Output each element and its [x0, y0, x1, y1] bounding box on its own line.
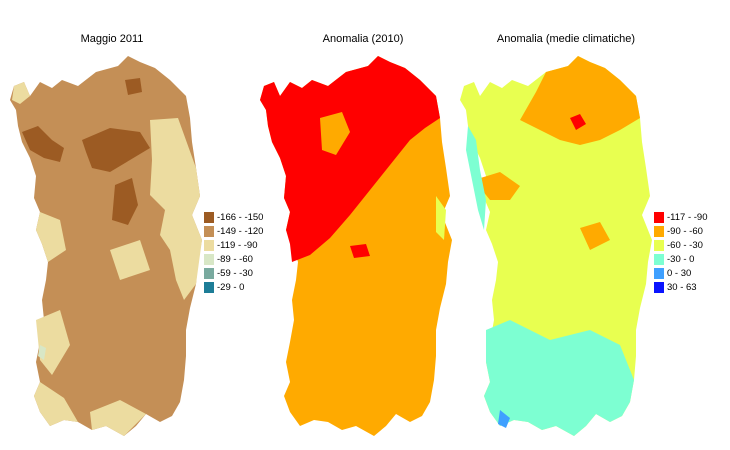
legend-swatch — [654, 281, 664, 293]
legend-label: -89 - -60 — [217, 253, 253, 265]
legend-label: -30 - 0 — [667, 253, 695, 265]
legend-item: -119 - -90 — [204, 238, 263, 252]
legend-swatch — [204, 253, 214, 265]
panel-1-title: Maggio 2011 — [80, 33, 144, 45]
legend-item: -149 - -120 — [204, 224, 263, 238]
legend-swatch — [654, 267, 664, 279]
legend-label: 0 - 30 — [667, 267, 692, 279]
map-maggio-2011 — [10, 56, 202, 436]
legend-item: -29 - 0 — [204, 280, 263, 294]
map-anomalia-medie-climatiche — [460, 56, 652, 436]
legend-swatch — [204, 211, 214, 223]
legend-maggio-2011: -166 - -150 -149 - -120 -119 - -90 -89 -… — [204, 210, 263, 294]
legend-swatch — [204, 267, 214, 279]
legend-item: -30 - 0 — [654, 252, 707, 266]
legend-swatch — [204, 239, 214, 251]
legend-item: -117 - -90 — [654, 210, 707, 224]
legend-label: -149 - -120 — [217, 225, 264, 237]
legend-item: -90 - -60 — [654, 224, 707, 238]
legend-anomalia: -117 - -90 -90 - -60 -60 - -30 -30 - 0 0… — [654, 210, 707, 294]
legend-swatch — [654, 239, 664, 251]
legend-item: -166 - -150 — [204, 210, 263, 224]
legend-label: -59 - -30 — [217, 267, 253, 279]
legend-swatch — [654, 211, 664, 223]
legend-swatch — [654, 253, 664, 265]
legend-label: -117 - -90 — [667, 211, 708, 223]
legend-label: -119 - -90 — [217, 239, 258, 251]
legend-item: -89 - -60 — [204, 252, 263, 266]
legend-swatch — [654, 225, 664, 237]
panel-3-title: Anomalia (medie climatiche) — [496, 33, 636, 45]
legend-label: -166 - -150 — [217, 211, 264, 223]
panel-2-title: Anomalia (2010) — [322, 33, 404, 45]
map-anomalia-2010 — [260, 56, 452, 436]
legend-item: 30 - 63 — [654, 280, 707, 294]
legend-label: 30 - 63 — [667, 281, 697, 293]
legend-swatch — [204, 281, 214, 293]
legend-label: -60 - -30 — [667, 239, 703, 251]
legend-swatch — [204, 225, 214, 237]
legend-item: -60 - -30 — [654, 238, 707, 252]
legend-item: 0 - 30 — [654, 266, 707, 280]
legend-label: -90 - -60 — [667, 225, 703, 237]
legend-item: -59 - -30 — [204, 266, 263, 280]
legend-label: -29 - 0 — [217, 281, 245, 293]
